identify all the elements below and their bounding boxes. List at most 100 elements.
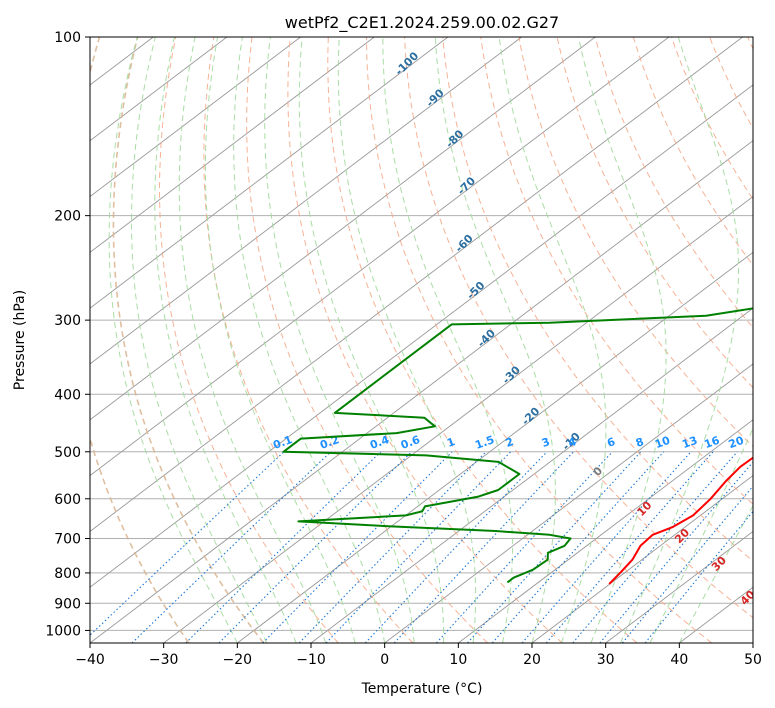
- dry-adiabat-line: [404, 37, 753, 619]
- isotherm-line: [90, 140, 753, 643]
- moist-adiabat-line: [178, 37, 327, 643]
- x-tick-label: 0: [380, 652, 389, 668]
- dry-adiabat-line: [203, 37, 414, 643]
- mixing-ratio-label: 3: [540, 435, 552, 450]
- moist-adiabat-line: [131, 37, 268, 643]
- dry-adiabat-line: [671, 37, 753, 201]
- x-tick-label: −20: [223, 652, 253, 668]
- isotherm-line: [90, 37, 375, 253]
- mixing-ratio-line: [325, 451, 512, 643]
- y-tick-label: 500: [54, 445, 81, 461]
- y-tick-label: 400: [54, 387, 81, 403]
- mixing-ratio-label: 4: [567, 435, 579, 450]
- plot-area: -100-90-80-70-60-50-40-30-20-10010203040…: [90, 37, 770, 643]
- mixing-ratio-line: [218, 451, 412, 643]
- pressure-grid: [90, 37, 753, 631]
- mixing-ratio-line: [298, 451, 487, 643]
- mixing-ratio-line: [185, 451, 382, 643]
- isotherm-line: [163, 195, 753, 643]
- x-tick-label: 20: [523, 652, 541, 668]
- y-tick-label: 600: [54, 492, 81, 508]
- y-tick-label: 200: [54, 209, 81, 225]
- dry-adiabat-line: [365, 37, 713, 643]
- moist-adiabat-line: [233, 37, 386, 643]
- mixing-ratio-line: [599, 461, 753, 643]
- dry-adiabat-line: [556, 37, 753, 389]
- isotherm-line: [90, 84, 753, 588]
- mixing-ratio-line: [521, 451, 692, 643]
- dry-adiabat-line: [112, 37, 265, 643]
- moist-adiabat-line: [154, 37, 297, 643]
- isotherm-line: [90, 37, 301, 198]
- mixing-ratio-label: 6: [605, 435, 617, 450]
- dry-adiabat-line: [327, 37, 638, 643]
- isotherm-line: [237, 251, 753, 643]
- isotherm-line: [458, 419, 753, 643]
- mixing-ratio-line: [262, 451, 453, 643]
- dry-adiabat-line: [594, 37, 753, 329]
- moist-adiabat-line: [108, 37, 238, 643]
- y-tick-label: 700: [54, 532, 81, 548]
- mixing-ratio-line: [467, 451, 642, 643]
- mixing-ratio-lines: [90, 451, 753, 643]
- dry-adiabat-line: [442, 37, 753, 562]
- moist-adiabat-line: [298, 37, 445, 643]
- moist-adiabat-line: [649, 427, 753, 643]
- moist-adiabat-line: [382, 37, 513, 643]
- isotherm-line: [90, 37, 670, 477]
- chart-title: wetPf2_C2E1.2024.259.00.02.G27: [285, 13, 559, 33]
- y-tick-label: 900: [54, 596, 81, 612]
- x-tick-label: 30: [597, 652, 615, 668]
- mixing-ratio-label: 1.5: [473, 433, 496, 452]
- mixing-ratio-label: 1: [445, 435, 457, 450]
- mixing-ratio-line: [572, 451, 738, 643]
- moist-adiabats: [108, 37, 753, 643]
- y-axis-label: Pressure (hPa): [12, 290, 28, 390]
- moist-adiabat-line: [264, 37, 415, 643]
- moist-adiabat-line: [498, 37, 607, 643]
- y-axis-ticks: 100 200 300 400 500 600 700 800 900 1000: [45, 30, 90, 639]
- moist-adiabat-line: [619, 37, 739, 643]
- mixing-ratio-label: 8: [634, 435, 646, 450]
- dry-adiabat-line: [287, 37, 563, 643]
- isotherm-line: [90, 37, 743, 532]
- mixing-ratio-label: 25: [751, 434, 770, 451]
- mixing-ratio-line: [621, 485, 753, 643]
- x-tick-label: −40: [75, 652, 105, 668]
- x-tick-label: −30: [149, 652, 179, 668]
- x-tick-label: −10: [296, 652, 326, 668]
- plot-frame: [89, 36, 754, 644]
- mixing-ratio-label: 0.6: [399, 433, 422, 452]
- mixing-ratio-label: 2: [504, 435, 516, 450]
- dry-adiabat-line: [480, 37, 753, 505]
- isotherm-line: [90, 37, 522, 365]
- mixing-ratio-label: 13: [680, 434, 699, 451]
- isotherm-line: [605, 530, 753, 643]
- y-tick-label: 1000: [45, 623, 81, 639]
- isotherm-lines: [90, 37, 753, 643]
- mixing-ratio-label: 16: [702, 434, 721, 452]
- y-tick-label: 100: [54, 30, 81, 46]
- moist-adiabat-line: [578, 37, 667, 643]
- isotherm-line: [90, 37, 596, 421]
- isotherm-line: [90, 37, 449, 309]
- moist-adiabat-line: [434, 37, 556, 643]
- x-tick-label: 10: [449, 652, 467, 668]
- isotherm-line: [90, 37, 228, 142]
- moist-adiabat-line: [204, 37, 356, 643]
- sounding-traces: [282, 307, 753, 585]
- mixing-ratio-label: 10: [653, 434, 672, 452]
- mixing-ratio-label: 0.4: [368, 433, 391, 452]
- moist-adiabat-line: [337, 37, 477, 643]
- dry-adiabat-line: [158, 37, 339, 643]
- y-tick-label: 800: [54, 566, 81, 582]
- x-axis-ticks: −40 −30 −20 −10 0 10 20 30 40 50: [75, 643, 762, 668]
- mixing-ratio-line: [435, 451, 613, 643]
- x-tick-label: 50: [744, 652, 762, 668]
- dewpoint-trace: [282, 307, 753, 584]
- mixing-ratio-line: [644, 510, 753, 643]
- x-tick-label: 40: [670, 652, 688, 668]
- x-axis-label: Temperature (°C): [361, 681, 483, 697]
- y-tick-label: 300: [54, 313, 81, 329]
